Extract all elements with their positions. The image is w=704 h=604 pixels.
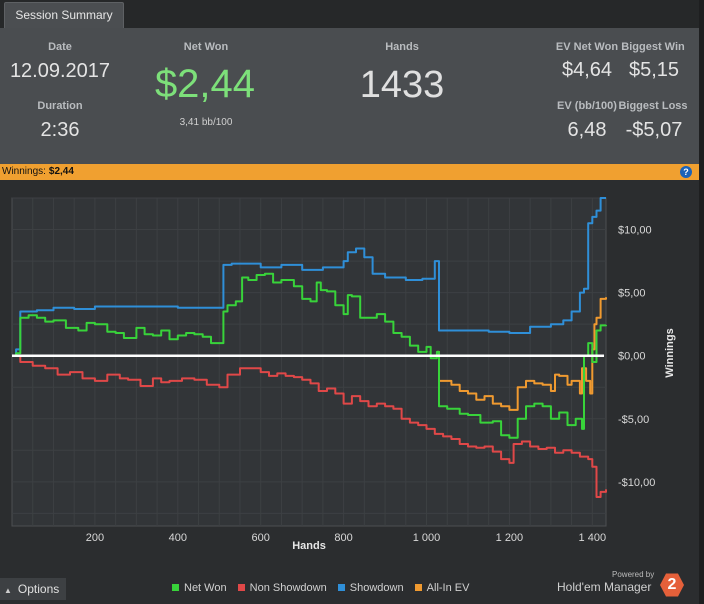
ev-netwon-label: EV Net Won [555,41,619,53]
duration-label: Duration [37,100,83,112]
ev-bb-label: EV (bb/100) [557,100,617,112]
legend-netwon[interactable]: Net Won [172,582,227,594]
date-value: 12.09.2017 [9,60,111,82]
netwon-value: $2,44 [154,62,256,106]
y-tick-label: -$10,00 [618,477,655,489]
biggest-loss-value: -$5,07 [625,119,683,141]
bottom-bar: ▲ Options Net Won Non Showdown Showdown A… [0,570,699,604]
ev-netwon-value: $4,64 [561,59,613,81]
plot-area [11,197,607,527]
tab-session-summary[interactable]: Session Summary [4,2,124,28]
x-tick-label: 1 200 [496,532,524,544]
x-tick-label: 1 400 [579,532,607,544]
winnings-chart: 200 400 600 800 1 000 1 200 1 400 $10,00 $5,00 $… [0,180,699,580]
duration-value: 2:36 [40,119,80,141]
x-tick-label: 400 [169,532,187,544]
series-line-net-won [12,272,607,439]
brand-name: Hold'em Manager [557,580,652,594]
hands-value: 1433 [359,64,445,106]
winnings-bar: Winnings: $2,44 ? [0,164,699,180]
series-line-non-showdown [12,354,607,498]
y-tick-label: $5,00 [618,288,646,300]
hm2-logo-icon: 2 [660,573,684,597]
legend-showdown[interactable]: Showdown [337,582,404,594]
powered-by-text: Powered by [612,570,655,579]
x-tick-label: 1 000 [413,532,441,544]
options-label: Options [17,582,60,596]
winnings-value: $2,44 [48,166,74,177]
x-tick-label: 800 [334,532,352,544]
x-tick-label: 200 [86,532,104,544]
y-tick-label: $0,00 [618,351,646,363]
y-axis-label: Winnings [664,328,676,377]
chart-grid [12,197,606,526]
biggest-win-label: Biggest Win [621,41,685,53]
legend-non-showdown[interactable]: Non Showdown [237,582,327,594]
window-edge [699,0,704,604]
winnings-label: Winnings: [2,166,46,177]
netwon-label: Net Won [183,41,229,53]
chart-series [12,197,607,498]
date-label: Date [48,41,72,53]
summary-panel: Date 12.09.2017 Duration 2:36 Net Won $2… [0,28,699,164]
chevron-up-icon: ▲ [4,586,12,595]
help-icon[interactable]: ? [680,166,692,178]
y-tick-label: $10,00 [618,225,652,237]
chart-legend: Net Won Non Showdown Showdown All-In EV [172,582,477,594]
x-tick-label: 600 [252,532,270,544]
x-axis-ticks: 200 400 600 800 1 000 1 200 1 400 [86,532,606,544]
x-axis-label: Hands [292,540,326,552]
chart-svg: 200 400 600 800 1 000 1 200 1 400 $10,00$5,00$… [11,197,676,552]
tab-bar: Session Summary [0,0,704,28]
biggest-loss-label: Biggest Loss [618,100,688,112]
netwon-bb100: 3,41 bb/100 [179,117,233,128]
series-line-showdown [12,197,606,357]
options-button[interactable]: ▲ Options [0,578,66,600]
y-tick-label: -$5,00 [618,414,649,426]
y-axis-ticks: $10,00 $5,00 $0,00 -$5,00 -$10,00 [618,225,655,489]
series-line-all-in-ev [436,297,607,411]
legend-allin-ev[interactable]: All-In EV [414,582,469,594]
hands-label: Hands [385,41,419,53]
biggest-win-value: $5,15 [628,59,680,81]
ev-bb-value: 6,48 [567,119,607,141]
